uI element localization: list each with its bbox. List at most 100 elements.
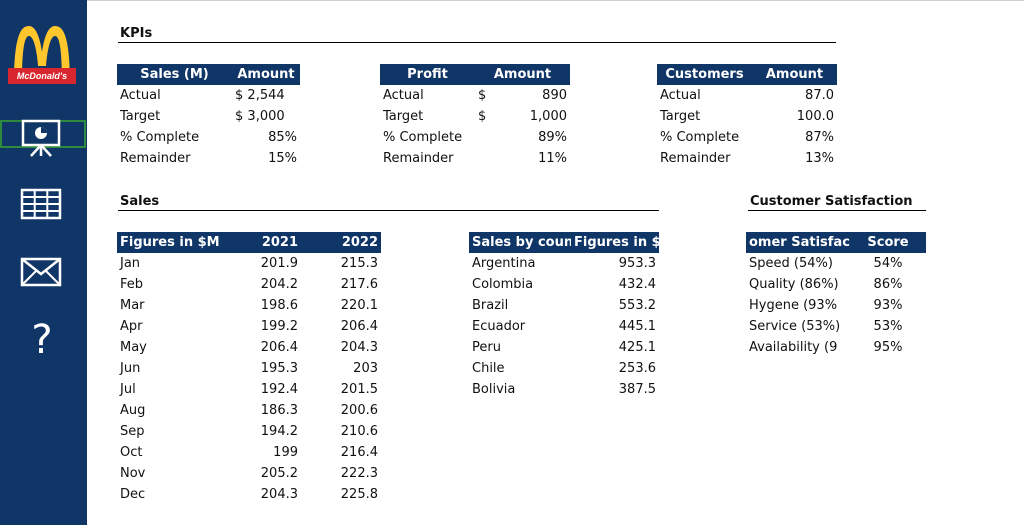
table-cell: Quality (86%)	[749, 277, 839, 292]
table-cell: Ecuador	[472, 319, 526, 334]
table-cell: 201.9	[260, 256, 298, 271]
table-row[interactable]: Remainder 11%	[383, 151, 567, 166]
table-row[interactable]: Service (53%) 53%	[746, 316, 926, 337]
table-row[interactable]: Availability (9 95%	[746, 337, 926, 358]
table-cell: 194.2	[260, 424, 298, 439]
table-row[interactable]: Jan 201.9 215.3	[117, 253, 381, 274]
table-row[interactable]: Target $ 3,000	[120, 109, 285, 124]
table-row[interactable]: Colombia 432.4	[469, 274, 659, 295]
table-row[interactable]: Feb 204.2 217.6	[117, 274, 381, 295]
table-row[interactable]: Hygene (93% 93%	[746, 295, 926, 316]
table-row[interactable]: Jul 192.4 201.5	[117, 379, 381, 400]
table-row[interactable]: Peru 425.1	[469, 337, 659, 358]
top-border	[0, 0, 1024, 1]
table-cell: Oct	[120, 445, 143, 460]
customers-kpi-header-amount: Amount	[752, 64, 837, 85]
table-row[interactable]: Actual $890	[383, 88, 567, 103]
table-cell: Speed (54%)	[749, 256, 833, 271]
customers-kpi-header-label: Customers	[657, 64, 752, 85]
table-cell: 199	[273, 445, 298, 460]
table-row[interactable]: Bolivia 387.5	[469, 379, 659, 400]
sales-title: Sales	[120, 194, 160, 209]
table-cell: 199.2	[260, 319, 298, 334]
table-row[interactable]: Aug 186.3 200.6	[117, 400, 381, 421]
table-grid-icon[interactable]	[17, 184, 65, 224]
table-cell: Availability (9	[749, 340, 838, 355]
sales-kpi-table: Sales (M) Amount Actual $ 2,544 Target $ 3,…	[117, 64, 300, 169]
table-cell: 553.2	[618, 298, 656, 313]
satisfaction-header-label: omer Satisfac	[746, 232, 850, 253]
sidebar: McDonald's ?	[0, 0, 87, 525]
table-row[interactable]: Sep 194.2 210.6	[117, 421, 381, 442]
table-row[interactable]: Nov 205.2 222.3	[117, 463, 381, 484]
table-row[interactable]: Actual $ 2,544	[120, 88, 285, 103]
table-row[interactable]: Mar 198.6 220.1	[117, 295, 381, 316]
monthly-sales-table: Figures in $M 2021 2022 Jan 201.9 215.3 Feb…	[117, 232, 381, 505]
table-cell: Hygene (93%	[749, 298, 838, 313]
table-row[interactable]: Jun 195.3 203	[117, 358, 381, 379]
table-row[interactable]: Remainder 15%	[120, 151, 297, 166]
table-cell: 200.6	[340, 403, 378, 418]
satisfaction-table: omer Satisfac Score Speed (54%) 54% Qualit…	[746, 232, 926, 358]
table-cell: Peru	[472, 340, 501, 355]
table-row[interactable]: Quality (86%) 86%	[746, 274, 926, 295]
table-cell: 222.3	[340, 466, 378, 481]
table-cell: 432.4	[618, 277, 656, 292]
kpis-rule	[118, 42, 836, 43]
table-cell: Dec	[120, 487, 146, 502]
table-cell: Service (53%)	[749, 319, 841, 334]
satisfaction-title: Customer Satisfaction	[750, 194, 913, 209]
table-cell: Nov	[120, 466, 146, 481]
table-cell: 216.4	[340, 445, 378, 460]
country-header-label: Sales by count	[469, 232, 571, 253]
table-row[interactable]: Oct 199 216.4	[117, 442, 381, 463]
table-row[interactable]: % Complete 85%	[120, 130, 297, 145]
sales-kpi-header-label: Sales (M)	[117, 64, 232, 85]
country-sales-table: Sales by count Figures in $M Argentina 95…	[469, 232, 659, 400]
table-cell: 225.8	[340, 487, 378, 502]
table-cell: Bolivia	[472, 382, 516, 397]
table-cell: Brazil	[472, 298, 509, 313]
table-row[interactable]: Brazil 553.2	[469, 295, 659, 316]
table-row[interactable]: Target $1,000	[383, 109, 567, 124]
table-row[interactable]: % Complete 87%	[660, 130, 834, 145]
table-cell: Jan	[120, 256, 141, 271]
table-cell: Argentina	[472, 256, 536, 271]
mail-icon[interactable]	[17, 252, 65, 292]
table-cell: 192.4	[260, 382, 298, 397]
table-row[interactable]: Apr 199.2 206.4	[117, 316, 381, 337]
table-row[interactable]: Actual 87.0	[660, 88, 834, 103]
table-cell: 206.4	[340, 319, 378, 334]
table-cell: 201.5	[340, 382, 378, 397]
table-row[interactable]: % Complete 89%	[383, 130, 567, 145]
table-cell: 54%	[873, 256, 903, 271]
table-row[interactable]: Ecuador 445.1	[469, 316, 659, 337]
table-cell: Colombia	[472, 277, 534, 292]
table-row[interactable]: Target 100.0	[660, 109, 834, 124]
table-row[interactable]: Speed (54%) 54%	[746, 253, 926, 274]
table-cell: 204.3	[340, 340, 378, 355]
table-row[interactable]: Remainder 13%	[660, 151, 834, 166]
presentation-icon[interactable]	[17, 118, 65, 158]
table-cell: 425.1	[618, 340, 656, 355]
monthly-header-label: Figures in $M	[117, 232, 233, 253]
table-row[interactable]: May 206.4 204.3	[117, 337, 381, 358]
table-cell: Chile	[472, 361, 505, 376]
profit-kpi-table: Profit Amount Actual $890 Target $1,000 % C…	[380, 64, 570, 169]
customers-kpi-table: Customers Amount Actual 87.0 Target 100.0 %…	[657, 64, 837, 169]
table-row[interactable]: Chile 253.6	[469, 358, 659, 379]
table-cell: Jul	[120, 382, 136, 397]
table-cell: 204.2	[260, 277, 298, 292]
table-cell: 387.5	[618, 382, 656, 397]
sales-kpi-header-amount: Amount	[232, 64, 300, 85]
table-cell: 205.2	[260, 466, 298, 481]
mcdonalds-arches-logo[interactable]	[8, 22, 76, 86]
profit-kpi-header-amount: Amount	[475, 64, 570, 85]
table-row[interactable]: Argentina 953.3	[469, 253, 659, 274]
table-cell: 217.6	[340, 277, 378, 292]
table-cell: 53%	[873, 319, 903, 334]
table-cell: 95%	[873, 340, 903, 355]
table-row[interactable]: Dec 204.3 225.8	[117, 484, 381, 505]
table-cell: 204.3	[260, 487, 298, 502]
help-icon[interactable]: ?	[31, 317, 53, 363]
